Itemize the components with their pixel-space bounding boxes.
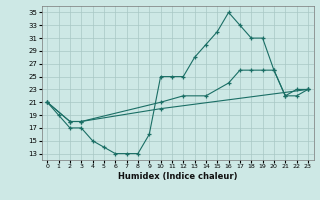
X-axis label: Humidex (Indice chaleur): Humidex (Indice chaleur) [118, 172, 237, 181]
